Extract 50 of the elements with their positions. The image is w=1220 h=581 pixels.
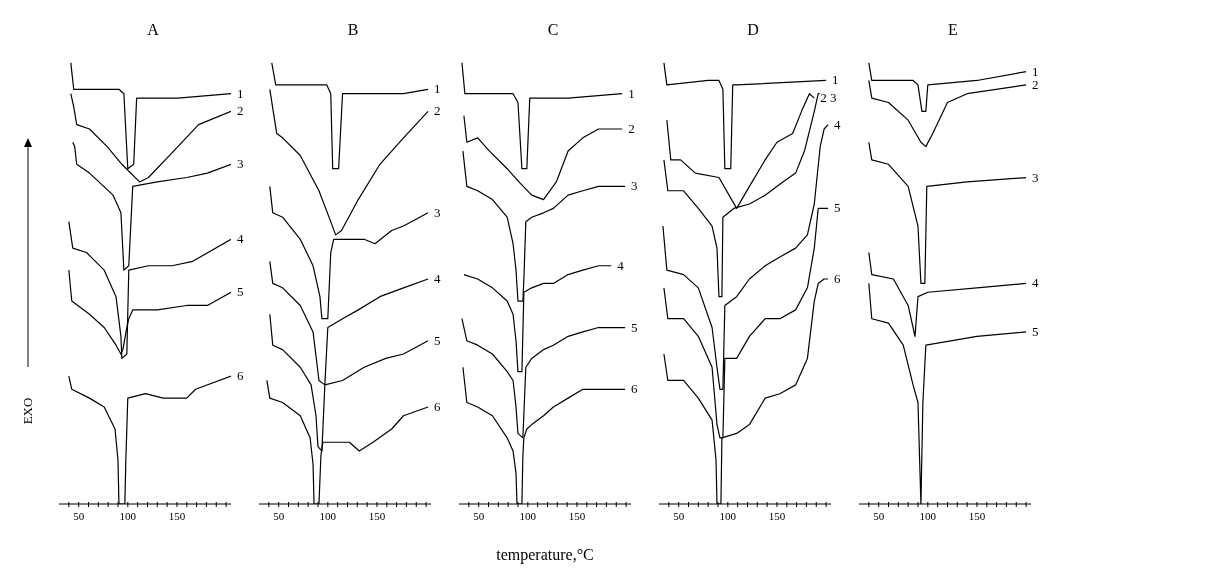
series-label: 3: [1032, 169, 1039, 185]
series-label: 4: [1032, 275, 1040, 291]
series-label: 5: [631, 319, 638, 335]
series-label: 6: [434, 398, 442, 414]
x-tick-label: 100: [519, 510, 537, 522]
series-label: 6: [834, 271, 842, 286]
series-label: 4: [834, 116, 842, 132]
chart-title: B: [346, 20, 360, 40]
series-label: 4: [617, 257, 625, 273]
x-tick-label: 150: [568, 510, 586, 522]
x-tick-label: 150: [368, 510, 386, 522]
series-label: 3: [631, 178, 638, 194]
series-label: 2: [1032, 76, 1039, 92]
series-label: 1: [628, 85, 635, 101]
series-label: 1: [832, 72, 839, 88]
series-label: 5: [834, 200, 841, 216]
x-tick-label: 100: [919, 510, 937, 522]
chart-title: D: [746, 20, 760, 40]
x-tick-label: 150: [968, 510, 986, 522]
x-tick-label: 100: [119, 510, 137, 522]
series-label: 2: [628, 121, 635, 136]
x-axis-title: temperature,°C: [496, 546, 594, 564]
x-tick-label: 50: [873, 510, 885, 522]
x-tick-label: 50: [473, 510, 485, 522]
series-label: 5: [237, 284, 244, 300]
x-tick-label: 50: [273, 510, 285, 522]
chart-title: A: [146, 20, 160, 40]
series-label: 4: [434, 271, 442, 286]
series-label: 1: [1032, 63, 1039, 79]
series-label: 3: [434, 204, 441, 220]
series-label: 5: [434, 332, 441, 348]
y-axis-title: EXO: [20, 396, 36, 427]
series-label: 1: [434, 81, 441, 97]
series-label: 6: [237, 368, 244, 384]
x-tick-label: 50: [673, 510, 685, 522]
series-label: 3: [830, 90, 837, 106]
series-label: 3: [237, 156, 244, 172]
series-label: 5: [1032, 323, 1039, 339]
x-tick-label: 100: [719, 510, 737, 522]
x-tick-label: 50: [73, 510, 85, 522]
x-tick-label: 100: [319, 510, 337, 522]
chart-title: C: [546, 20, 560, 40]
x-tick-label: 150: [168, 510, 186, 522]
series-label: 1: [237, 85, 244, 101]
chart-title: E: [947, 20, 959, 40]
series-label: 2: [434, 103, 441, 119]
x-tick-label: 150: [768, 510, 786, 522]
series-label: 2: [237, 103, 244, 119]
series-label: 4: [237, 231, 244, 247]
series-label: 6: [631, 381, 639, 397]
